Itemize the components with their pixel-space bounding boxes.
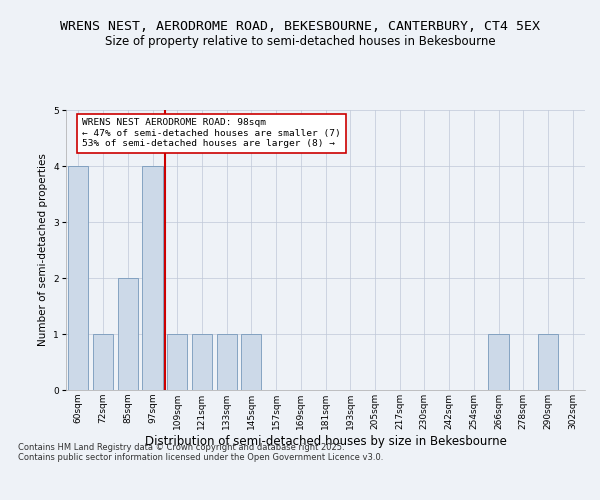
- Bar: [68, 166, 88, 390]
- Bar: [192, 334, 212, 390]
- Y-axis label: Number of semi-detached properties: Number of semi-detached properties: [38, 154, 48, 346]
- Bar: [488, 334, 509, 390]
- Text: WRENS NEST, AERODROME ROAD, BEKESBOURNE, CANTERBURY, CT4 5EX: WRENS NEST, AERODROME ROAD, BEKESBOURNE,…: [60, 20, 540, 33]
- Bar: [167, 334, 187, 390]
- Bar: [217, 334, 237, 390]
- Bar: [142, 166, 163, 390]
- Bar: [538, 334, 558, 390]
- Text: WRENS NEST AERODROME ROAD: 98sqm
← 47% of semi-detached houses are smaller (7)
5: WRENS NEST AERODROME ROAD: 98sqm ← 47% o…: [82, 118, 341, 148]
- Bar: [118, 278, 138, 390]
- Bar: [241, 334, 262, 390]
- X-axis label: Distribution of semi-detached houses by size in Bekesbourne: Distribution of semi-detached houses by …: [145, 434, 506, 448]
- Bar: [93, 334, 113, 390]
- Text: Contains HM Land Registry data © Crown copyright and database right 2025.
Contai: Contains HM Land Registry data © Crown c…: [18, 442, 383, 462]
- Text: Size of property relative to semi-detached houses in Bekesbourne: Size of property relative to semi-detach…: [104, 35, 496, 48]
